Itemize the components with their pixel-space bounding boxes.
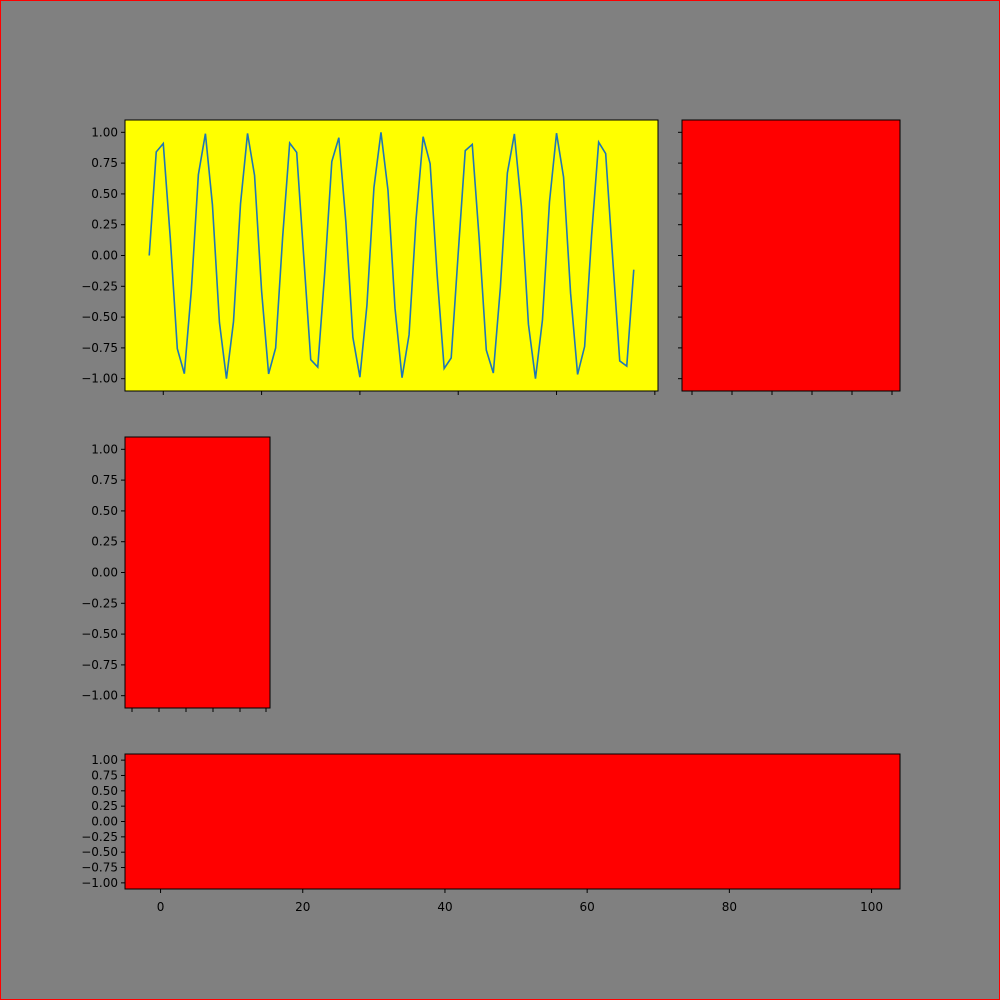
xtick-label: 20 [295, 900, 310, 914]
ytick-label: 0.50 [91, 187, 118, 201]
axes-top-left: 1.00 0.75 0.50 0.25 0.00 −0.25 −0.50 −0.75 −1.00 [81, 120, 658, 395]
ytick-label: −1.00 [81, 372, 118, 386]
ytick-label: 0.50 [91, 784, 118, 798]
ytick-label: −1.00 [81, 876, 118, 890]
xtick-label: 0 [157, 900, 165, 914]
xtick-label: 100 [860, 900, 883, 914]
axes-top-right-fill [682, 120, 900, 391]
ytick-label: 0.75 [91, 473, 118, 487]
ytick-label: −0.25 [81, 830, 118, 844]
ytick-label: −0.75 [81, 861, 118, 875]
axes-bottom-fill [125, 754, 900, 889]
axes-middle-left: 1.00 0.75 0.50 0.25 0.00 −0.25 −0.50 −0.75 −1.00 [81, 437, 270, 712]
ytick-label: 0.25 [91, 535, 118, 549]
ytick-label: −0.25 [81, 279, 118, 293]
ytick-label: 1.00 [91, 125, 118, 139]
ytick-label: −0.50 [81, 310, 118, 324]
ytick-label: −1.00 [81, 689, 118, 703]
ytick-label: 1.00 [91, 753, 118, 767]
ytick-label: −0.25 [81, 596, 118, 610]
ytick-label: 0.50 [91, 504, 118, 518]
ytick-label: 0.00 [91, 566, 118, 580]
xtick-label: 60 [580, 900, 595, 914]
ytick-label: 0.75 [91, 768, 118, 782]
ytick-label: −0.75 [81, 341, 118, 355]
ytick-label: −0.75 [81, 658, 118, 672]
ytick-label: 0.00 [91, 249, 118, 263]
axes-top-right [678, 120, 900, 395]
xtick-label: 80 [722, 900, 737, 914]
ytick-label: −0.50 [81, 627, 118, 641]
xtick-label: 40 [437, 900, 452, 914]
ytick-label: 0.00 [91, 815, 118, 829]
ytick-label: −0.50 [81, 845, 118, 859]
axes-middle-left-fill [125, 437, 270, 708]
ytick-label: 0.25 [91, 218, 118, 232]
ytick-label: 1.00 [91, 442, 118, 456]
ytick-label: 0.75 [91, 156, 118, 170]
ytick-label: 0.25 [91, 799, 118, 813]
